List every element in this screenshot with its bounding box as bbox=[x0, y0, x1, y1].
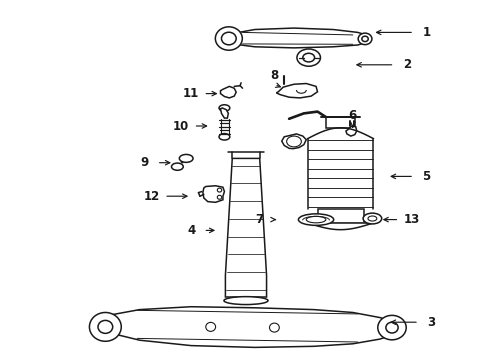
Text: 11: 11 bbox=[183, 87, 199, 100]
Text: 5: 5 bbox=[422, 170, 430, 183]
Ellipse shape bbox=[362, 36, 368, 41]
Ellipse shape bbox=[221, 32, 236, 45]
Ellipse shape bbox=[224, 297, 268, 305]
Ellipse shape bbox=[287, 136, 301, 147]
Text: 2: 2 bbox=[403, 58, 411, 71]
Text: 12: 12 bbox=[144, 190, 160, 203]
Text: 3: 3 bbox=[427, 316, 435, 329]
Polygon shape bbox=[223, 28, 370, 48]
Text: 8: 8 bbox=[270, 69, 278, 82]
Ellipse shape bbox=[218, 188, 222, 192]
Ellipse shape bbox=[219, 105, 230, 111]
Text: 13: 13 bbox=[403, 213, 420, 226]
Text: 1: 1 bbox=[422, 26, 430, 39]
Text: 7: 7 bbox=[256, 213, 264, 226]
Polygon shape bbox=[225, 158, 267, 297]
Ellipse shape bbox=[358, 33, 372, 45]
Ellipse shape bbox=[297, 49, 320, 66]
Ellipse shape bbox=[216, 27, 242, 50]
Text: 4: 4 bbox=[187, 224, 195, 237]
Ellipse shape bbox=[298, 214, 334, 225]
Ellipse shape bbox=[218, 195, 222, 199]
Polygon shape bbox=[220, 108, 228, 118]
Polygon shape bbox=[346, 126, 357, 136]
Polygon shape bbox=[96, 307, 402, 347]
Ellipse shape bbox=[306, 216, 326, 223]
Ellipse shape bbox=[172, 163, 183, 170]
Ellipse shape bbox=[368, 216, 377, 221]
Text: 9: 9 bbox=[141, 156, 148, 169]
Polygon shape bbox=[276, 84, 318, 98]
Text: 10: 10 bbox=[173, 120, 190, 132]
Polygon shape bbox=[308, 139, 373, 209]
Ellipse shape bbox=[219, 134, 230, 140]
Polygon shape bbox=[309, 223, 372, 230]
Ellipse shape bbox=[206, 323, 216, 331]
Polygon shape bbox=[308, 128, 373, 139]
Ellipse shape bbox=[363, 213, 382, 224]
Ellipse shape bbox=[89, 312, 121, 341]
Polygon shape bbox=[220, 86, 236, 98]
Polygon shape bbox=[318, 209, 364, 223]
Polygon shape bbox=[203, 186, 224, 202]
Polygon shape bbox=[282, 134, 306, 149]
Ellipse shape bbox=[98, 320, 113, 333]
Ellipse shape bbox=[270, 323, 279, 332]
Polygon shape bbox=[326, 117, 355, 128]
Ellipse shape bbox=[378, 315, 406, 340]
Ellipse shape bbox=[179, 154, 193, 162]
Ellipse shape bbox=[386, 322, 398, 333]
Ellipse shape bbox=[303, 53, 315, 62]
Text: 6: 6 bbox=[349, 109, 357, 122]
